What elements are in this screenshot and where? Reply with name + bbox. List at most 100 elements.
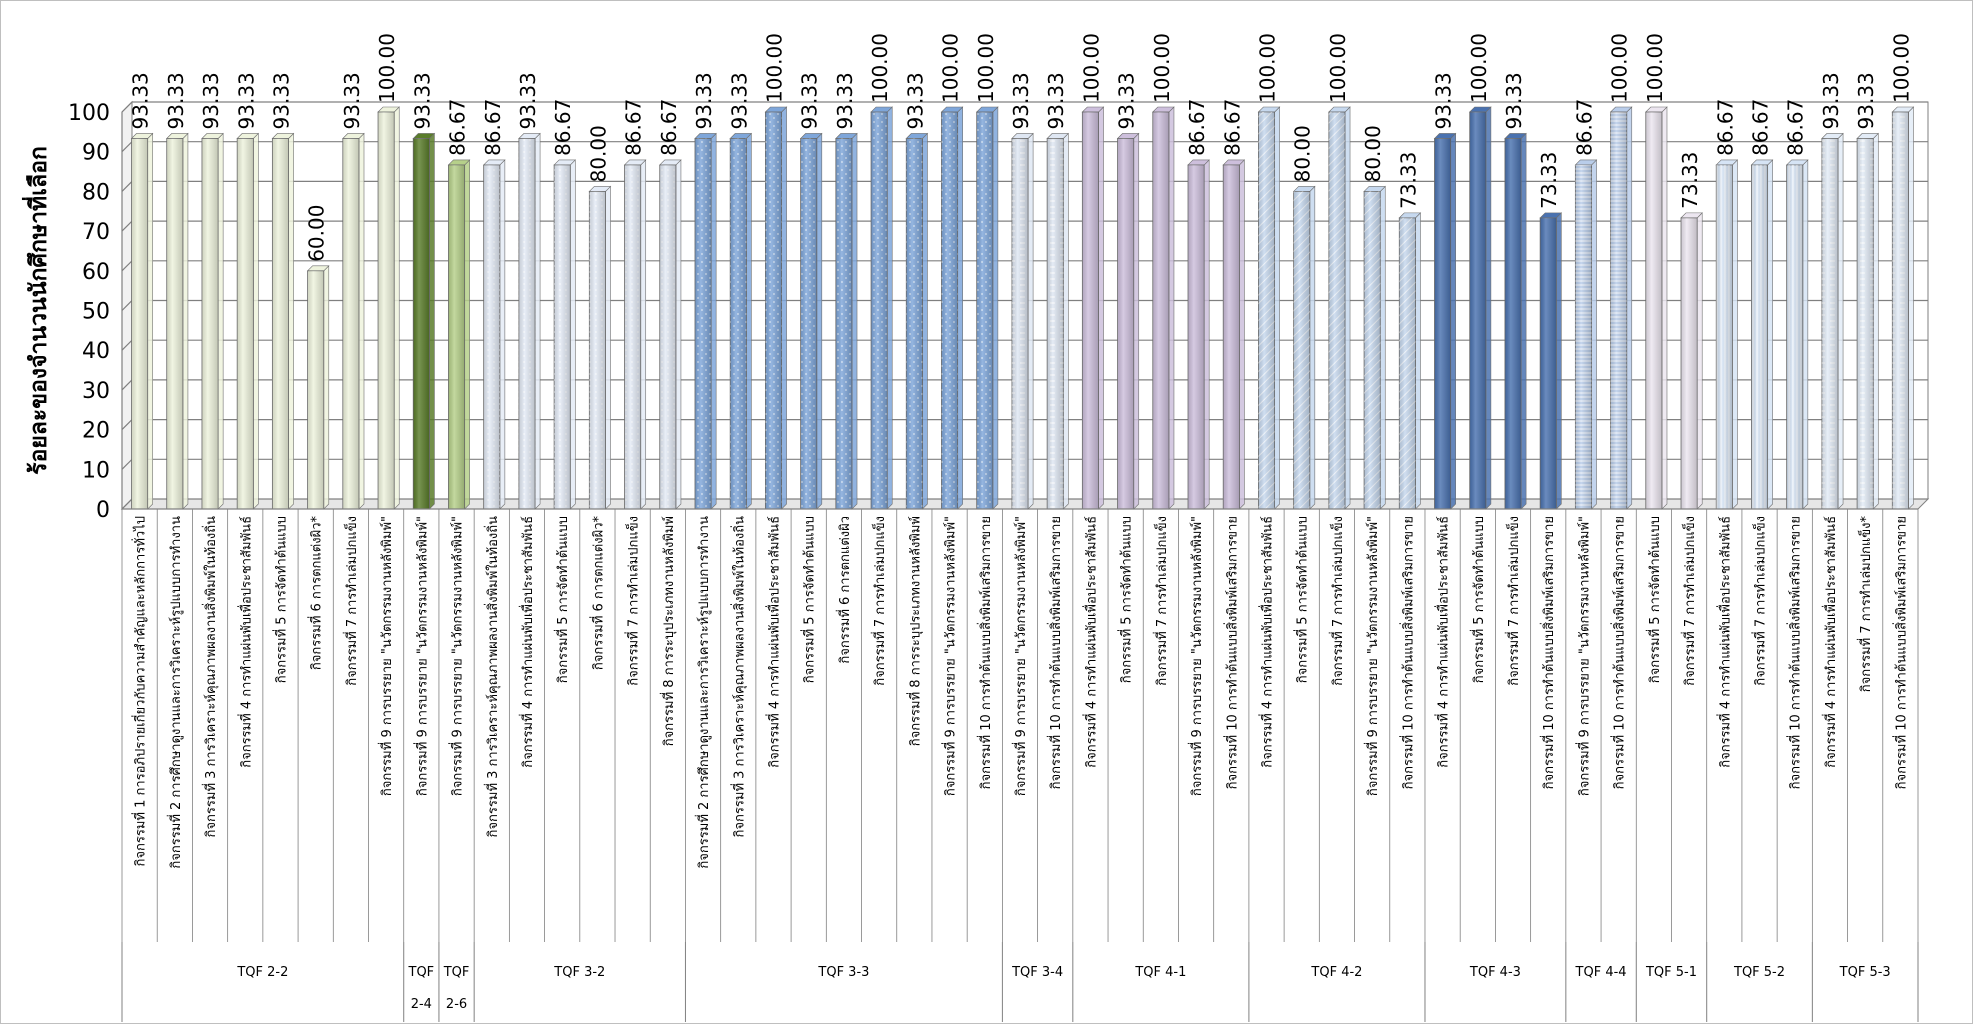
group-label: TQF 4-1 xyxy=(1134,965,1186,980)
bar-shading xyxy=(1047,138,1064,509)
category-label: กิจกรรมที่ 8 การระบุประเภทงานหลังพิมพ์ xyxy=(660,516,677,746)
bar-side xyxy=(1591,159,1597,510)
bar-shading xyxy=(518,138,536,509)
bar-shading xyxy=(272,138,289,509)
y-tick-label: 60 xyxy=(82,260,110,285)
category-label: กิจกรรมที่ 10 การทำต้นแบบสิ่งพิมพ์เสริมก… xyxy=(1540,516,1557,790)
y-tick-label: 30 xyxy=(82,379,110,404)
bar-side xyxy=(253,132,259,510)
bar-side xyxy=(816,132,823,510)
category-label: กิจกรรมที่ 4 การทำแผ่นพับเพื่อประชาสัมพั… xyxy=(765,516,782,768)
value-label: 93.33 xyxy=(1819,72,1843,129)
value-label: 100.00 xyxy=(1326,33,1350,103)
value-label: 100.00 xyxy=(1643,33,1667,103)
value-label: 100.00 xyxy=(1256,33,1280,103)
value-label: 93.33 xyxy=(1044,72,1068,129)
bar-side xyxy=(1556,212,1562,510)
value-label: 80.00 xyxy=(1361,125,1385,182)
bar-shading xyxy=(624,164,641,509)
bar-side xyxy=(1485,106,1492,510)
bar-side xyxy=(1415,212,1421,510)
value-label: 93.33 xyxy=(269,72,293,129)
bar-side xyxy=(1168,106,1175,510)
value-label: 93.33 xyxy=(1502,72,1526,129)
bar-shading xyxy=(976,112,993,509)
bar-shading xyxy=(448,164,465,509)
bar-shading xyxy=(413,138,430,509)
group-label-line2: 2-4 xyxy=(411,997,432,1012)
category-label: กิจกรรมที่ 5 การจัดทำต้นแบบ xyxy=(1646,516,1663,683)
value-label: 93.33 xyxy=(199,72,223,129)
group-label: TQF 3-4 xyxy=(1011,965,1063,980)
y-tick-label: 100 xyxy=(68,101,110,126)
bar-side xyxy=(605,185,611,510)
group-label: TQF 2-2 xyxy=(236,965,288,980)
value-label: 93.33 xyxy=(833,72,857,129)
bar-side xyxy=(781,106,787,510)
value-label: 100.00 xyxy=(1608,33,1632,103)
group-label: TQF 4-3 xyxy=(1469,965,1521,980)
bar-shading xyxy=(765,112,782,509)
value-label: 86.67 xyxy=(622,99,646,156)
value-label: 93.33 xyxy=(903,72,927,129)
bar-shading xyxy=(131,138,148,509)
category-label: กิจกรรมที่ 1 การอภิปรายเกี่ยวกับความสำคั… xyxy=(132,516,149,867)
y-tick-label: 90 xyxy=(82,141,110,166)
category-label: กิจกรรมที่ 10 การทำต้นแบบสิ่งพิมพ์เสริมก… xyxy=(977,516,994,790)
bar-side xyxy=(1696,212,1703,510)
bar-side xyxy=(1203,159,1210,510)
bar-shading xyxy=(659,164,676,509)
bar-side xyxy=(1661,106,1668,510)
group-label: TQF xyxy=(443,965,470,980)
bar-shading xyxy=(871,112,888,509)
category-label: กิจกรรมที่ 7 การทำเล่มปกแข็ง* xyxy=(1856,516,1874,693)
bar-side xyxy=(1837,132,1844,510)
y-tick-label: 50 xyxy=(82,300,110,325)
bar-side xyxy=(1239,159,1245,510)
bar-shading xyxy=(1187,164,1205,509)
value-label: 100.00 xyxy=(1467,33,1491,103)
group-label: TQF 4-2 xyxy=(1310,965,1362,980)
category-label: กิจกรรมที่ 4 การทำแผ่นพับเพื่อประชาสัมพั… xyxy=(1435,516,1452,768)
value-label: 100.00 xyxy=(1889,33,1913,103)
bar-side xyxy=(710,132,717,510)
value-label: 86.67 xyxy=(1572,99,1596,156)
category-label: กิจกรรมที่ 9 การบรรยาย "นวัตกรรมงานหลังพ… xyxy=(1012,516,1029,796)
category-label: กิจกรรมที่ 2 การศึกษาดูงานและการวิเคราะห… xyxy=(695,516,712,869)
value-label: 93.33 xyxy=(516,72,540,129)
category-label: กิจกรรมที่ 9 การบรรยาย "นวัตกรรมงานหลังพ… xyxy=(413,516,430,796)
bar-side xyxy=(147,132,154,510)
group-label: TQF 3-3 xyxy=(817,965,869,980)
bar-shading xyxy=(1786,164,1803,509)
bar-shading xyxy=(483,164,500,509)
bar-shading xyxy=(1223,164,1240,509)
y-axis-title: ร้อยละของจำนวนนักศึกษาที่เลือก xyxy=(21,146,52,475)
bar-side xyxy=(640,159,647,510)
bar-shading xyxy=(1645,112,1662,509)
category-label: กิจกรรมที่ 6 การตกแต่งผิว* xyxy=(589,516,606,671)
bar-shading xyxy=(835,138,853,509)
bar-side xyxy=(992,106,999,510)
bar-side xyxy=(1450,132,1456,510)
bar-side xyxy=(534,132,541,510)
bar-shading xyxy=(1328,112,1346,509)
value-label: 93.33 xyxy=(1009,72,1033,129)
group-label: TQF 5-1 xyxy=(1645,965,1697,980)
y-tick-label: 10 xyxy=(82,458,110,483)
bar-side xyxy=(1520,132,1527,510)
bar-side xyxy=(1767,159,1773,510)
category-label: กิจกรรมที่ 7 การทำเล่มปกแข็ง xyxy=(342,516,360,686)
category-label: กิจกรรมที่ 7 การทำเล่มปกแข็ง xyxy=(1504,516,1522,686)
bar-shading xyxy=(800,138,817,509)
bar-shading xyxy=(1434,138,1451,509)
value-label: 93.33 xyxy=(234,72,258,129)
bar-side xyxy=(1063,132,1069,510)
y-tick-label: 0 xyxy=(96,498,110,523)
category-label: กิจกรรมที่ 10 การทำต้นแบบสิ่งพิมพ์เสริมก… xyxy=(1611,516,1628,790)
bar-shading xyxy=(1751,164,1768,509)
category-label: กิจกรรมที่ 10 การทำต้นแบบสิ่งพิมพ์เสริมก… xyxy=(1892,516,1909,790)
value-label: 93.33 xyxy=(692,72,716,129)
bar-shading xyxy=(1716,164,1733,509)
